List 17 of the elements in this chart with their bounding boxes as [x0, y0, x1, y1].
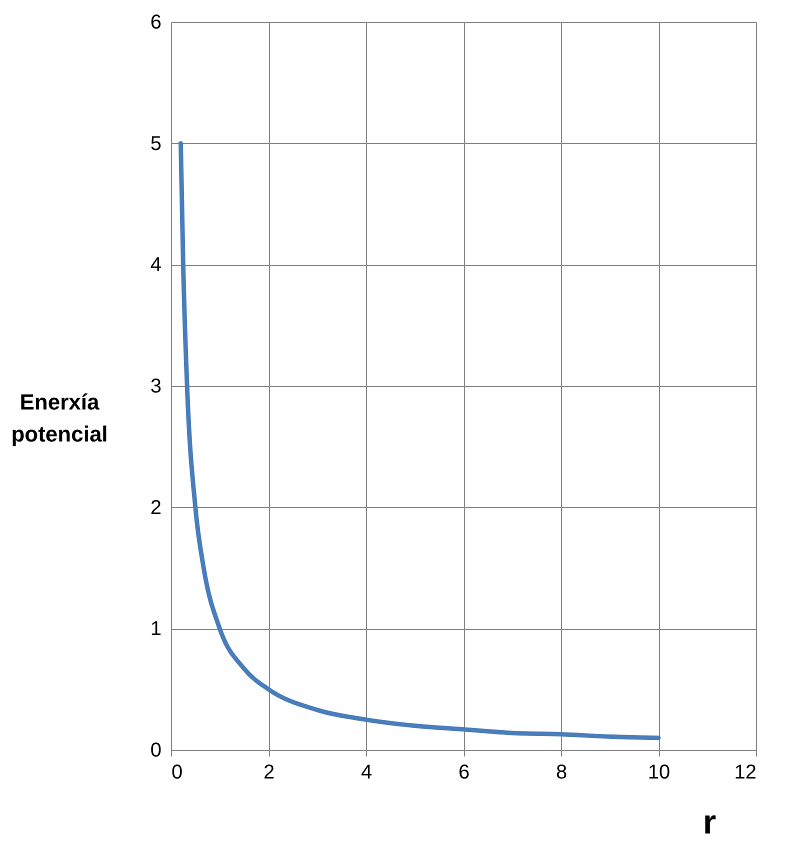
- x-tick-label: 4: [360, 762, 372, 784]
- x-tick-label: 8: [556, 762, 568, 784]
- x-tick-label: 12: [734, 762, 756, 784]
- y-tick-label: 6: [150, 12, 162, 34]
- y-tick-label: 3: [150, 376, 162, 398]
- x-tick-label: 10: [648, 762, 670, 784]
- y-tick-label: 1: [150, 618, 162, 640]
- y-tick-label: 0: [150, 740, 162, 762]
- y-axis-title: Enerxía potencial: [11, 390, 108, 446]
- x-axis-title: r: [702, 804, 716, 842]
- x-tick-label: 6: [458, 762, 470, 784]
- x-tick-label: 0: [172, 762, 183, 784]
- line-series: [178, 141, 661, 740]
- y-tick-label: 2: [150, 496, 162, 519]
- y-tick-label: 5: [150, 132, 162, 155]
- x-tick-label: 2: [263, 762, 275, 784]
- y-tick-label: 4: [150, 254, 162, 276]
